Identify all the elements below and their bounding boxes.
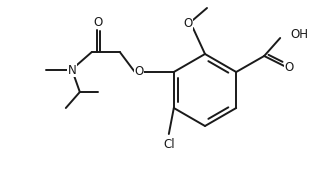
- Text: O: O: [93, 16, 102, 28]
- Text: O: O: [134, 65, 143, 78]
- Text: O: O: [183, 16, 193, 29]
- Text: O: O: [284, 60, 294, 73]
- Text: OH: OH: [290, 28, 308, 41]
- Text: Cl: Cl: [163, 137, 175, 151]
- Text: N: N: [68, 63, 76, 77]
